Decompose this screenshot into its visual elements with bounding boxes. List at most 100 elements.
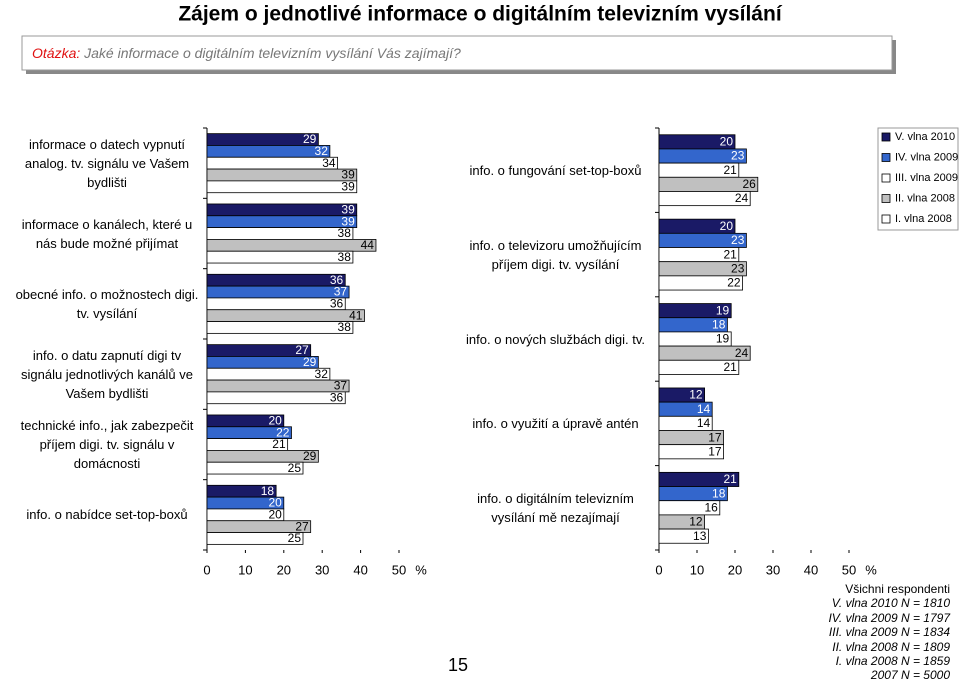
value-label: 29 — [303, 355, 317, 369]
question-label: Otázka: — [32, 45, 80, 61]
value-label: 23 — [731, 233, 745, 247]
bar — [658, 359, 740, 375]
bar — [206, 461, 304, 475]
value-label: 25 — [288, 461, 302, 475]
value-label: 21 — [723, 163, 737, 177]
legend-box — [877, 127, 959, 231]
category-label: info. o televizoru umožňujícím příjem di… — [469, 237, 642, 272]
value-label: 20 — [268, 508, 282, 522]
bar — [658, 528, 709, 544]
value-label: 38 — [338, 250, 352, 264]
value-label: 18 — [712, 317, 726, 331]
bar — [658, 275, 743, 291]
bar — [658, 444, 724, 460]
bar — [206, 379, 350, 393]
question-text: Jaké informace o digitálním televizním v… — [83, 45, 461, 61]
value-label: 25 — [288, 531, 302, 545]
bar — [206, 203, 358, 217]
legend-swatch — [881, 214, 891, 224]
note: Všichni respondenti — [845, 582, 950, 596]
x-tick-label: 0 — [203, 562, 210, 577]
value-label: 36 — [330, 297, 344, 311]
question: Otázka: Jaké informace o digitálním tele… — [32, 45, 461, 61]
category-label: informace o kanálech, které u nás bude m… — [21, 216, 193, 251]
x-unit: % — [865, 562, 877, 577]
value-label: 13 — [693, 529, 707, 543]
category-label: info. o nabídce set-top-boxů — [26, 507, 188, 523]
value-label: 38 — [338, 320, 352, 334]
value-label: 20 — [268, 496, 282, 510]
legend-label: I. vlna 2008 — [895, 213, 952, 225]
value-label: 12 — [689, 388, 703, 402]
bar — [206, 180, 358, 194]
value-label: 17 — [708, 430, 722, 444]
bar — [206, 145, 331, 158]
category-label: info. o datu zapnutí digi tv signálu jed… — [21, 347, 193, 401]
bar — [206, 250, 354, 264]
x-tick-label: 0 — [655, 562, 662, 577]
bar — [206, 532, 304, 545]
legend-swatch — [881, 173, 891, 183]
value-label: 39 — [341, 168, 355, 182]
legend-label: II. vlna 2008 — [895, 192, 955, 204]
x-tick-label: 20 — [277, 562, 291, 577]
value-label: 29 — [303, 132, 317, 146]
value-label: 21 — [723, 360, 737, 374]
value-label: 19 — [716, 303, 730, 317]
value-label: 14 — [697, 416, 711, 430]
bar — [658, 191, 751, 207]
value-label: 23 — [731, 149, 745, 163]
x-tick-label: 20 — [728, 562, 742, 577]
value-label: 20 — [720, 135, 734, 149]
value-label: 21 — [723, 247, 737, 261]
x-tick-label: 50 — [842, 562, 856, 577]
bar — [206, 133, 319, 146]
legend-swatch — [881, 132, 891, 142]
note: II. vlna 2008 N = 1809 — [832, 639, 950, 654]
note: I. vlna 2008 N = 1859 — [835, 654, 950, 668]
note: 2007 N = 5000 — [870, 668, 950, 682]
note: IV. vlna 2009 N = 1797 — [828, 610, 950, 625]
note: III. vlna 2009 N = 1834 — [828, 625, 950, 640]
value-label: 22 — [276, 425, 290, 439]
value-label: 18 — [261, 484, 275, 498]
bar — [206, 367, 331, 381]
value-label: 19 — [716, 332, 730, 346]
bar — [206, 391, 346, 405]
value-label: 27 — [295, 519, 309, 533]
legend-label: V. vlna 2010 — [895, 131, 955, 143]
value-label: 37 — [334, 379, 348, 393]
bar — [206, 156, 338, 170]
bar — [206, 168, 358, 182]
bar — [206, 297, 346, 311]
value-label: 12 — [689, 515, 703, 529]
value-label: 39 — [341, 179, 355, 193]
value-label: 18 — [712, 486, 726, 500]
value-label: 14 — [697, 402, 711, 416]
value-label: 34 — [322, 156, 336, 170]
category-label: obecné info. o možnostech digi. tv. vysí… — [15, 286, 199, 321]
value-label: 21 — [723, 472, 737, 486]
value-label: 37 — [334, 285, 348, 299]
value-label: 20 — [268, 414, 282, 428]
value-label: 39 — [341, 203, 355, 217]
bar — [206, 215, 358, 228]
page-number: 15 — [448, 655, 468, 675]
legend-label: IV. vlna 2009 — [895, 151, 958, 163]
bar — [206, 285, 350, 299]
value-label: 21 — [272, 437, 286, 451]
value-label: 44 — [361, 238, 375, 252]
value-label: 41 — [349, 308, 363, 322]
note: V. vlna 2010 N = 1810 — [831, 596, 950, 611]
value-label: 23 — [731, 261, 745, 275]
x-tick-label: 10 — [238, 562, 252, 577]
category-label: info. o digitálním televizním vysílání m… — [477, 490, 634, 525]
value-label: 38 — [338, 226, 352, 240]
bar — [206, 321, 354, 334]
bar — [206, 273, 346, 287]
legend-swatch — [881, 153, 891, 162]
value-label: 36 — [330, 273, 344, 287]
value-label: 36 — [330, 390, 344, 404]
